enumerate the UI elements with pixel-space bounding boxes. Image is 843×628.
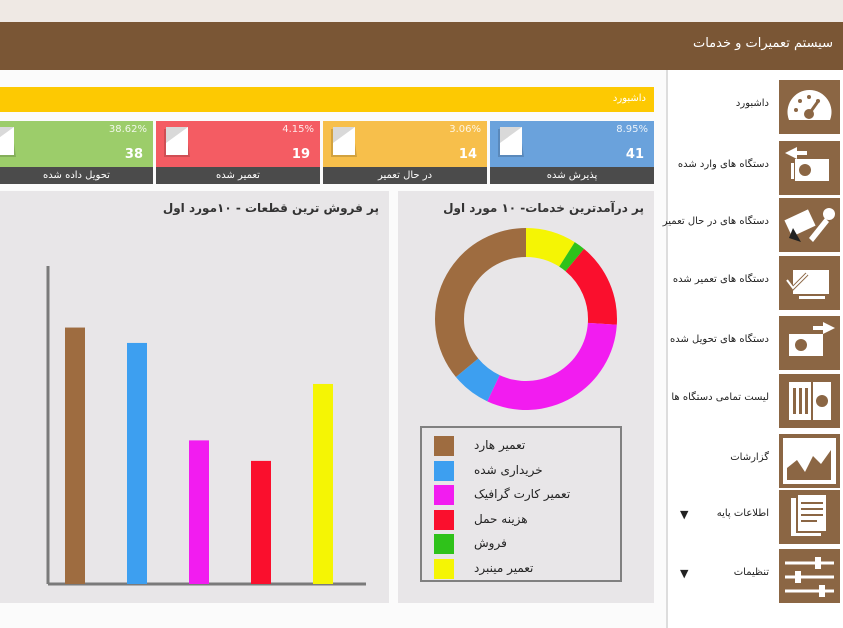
sidebar-item[interactable]: دستگاه های وارد شده <box>668 138 843 196</box>
sidebar-item-label: گزارشات <box>730 452 769 463</box>
document-icon <box>779 490 840 544</box>
sidebar-item[interactable]: لیست تمامی دستگاه ها <box>668 371 843 429</box>
donut-slice[interactable] <box>487 322 617 410</box>
sidebar-item-label: دستگاه های در حال تعمیر <box>662 216 769 227</box>
main-content: داشبورد 8.95% 41 پذیرش شده 3.06% 14 در ح… <box>0 70 666 628</box>
legend-item[interactable]: تعمیر هارد <box>434 436 614 456</box>
legend-swatch <box>434 485 454 505</box>
legend-item[interactable]: تعمیر کارت گرافیک <box>434 485 614 505</box>
dashboard-bar-label: داشبورد <box>612 93 646 104</box>
sidebar-item-label: دستگاه های تحویل شده <box>670 334 769 345</box>
legend-item[interactable]: فروش <box>434 534 614 554</box>
device-out-icon <box>779 316 840 370</box>
donut-slice[interactable] <box>526 228 575 267</box>
stat-label: تعمیر شده <box>156 167 320 184</box>
chevron-down-icon[interactable]: ▼ <box>680 567 689 580</box>
sliders-icon <box>779 549 840 603</box>
stat-label: پذیرش شده <box>490 167 654 184</box>
bar[interactable] <box>65 327 85 584</box>
stat-value: 14 <box>458 147 477 162</box>
sidebar-item-label: لیست تمامی دستگاه ها <box>671 392 769 403</box>
legend-swatch <box>434 460 454 481</box>
bar-chart <box>46 266 366 586</box>
donut-chart <box>435 228 617 410</box>
folder-icon <box>164 127 190 157</box>
stat-label: در حال تعمیر <box>323 167 487 184</box>
bar[interactable] <box>251 460 271 584</box>
donut-slice[interactable] <box>455 358 500 402</box>
folder-icon <box>498 127 524 157</box>
sidebar-item[interactable]: دستگاه های در حال تعمیر <box>663 195 843 253</box>
reports-chart-icon <box>779 434 840 488</box>
stat-card-delivered[interactable]: 38.62% 38 تحویل داده شده <box>0 121 153 184</box>
sidebar-item-label: تنظیمات <box>733 567 769 578</box>
legend-label: تعمیر مینبرد <box>474 560 534 575</box>
donut-slice[interactable] <box>435 228 526 378</box>
stat-card-repairing[interactable]: 3.06% 14 در حال تعمیر <box>323 121 487 184</box>
donut-slice[interactable] <box>565 248 617 325</box>
bar-chart-title: پر فروش ترین قطعات - ۱۰مورد اول <box>162 201 379 215</box>
legend-swatch <box>434 558 454 579</box>
legend-label: تعمیر کارت گرافیک <box>474 487 571 501</box>
bar[interactable] <box>313 383 333 584</box>
bar[interactable] <box>189 440 209 584</box>
sidebar-item-label: دستگاه های وارد شده <box>677 159 769 170</box>
legend-label: تعمیر هارد <box>474 438 526 452</box>
donut-legend: تعمیر هارد خریداری شده تعمیر کارت گرافیک هز… <box>420 426 622 582</box>
stat-label: تحویل داده شده <box>0 167 153 184</box>
sidebar-item[interactable]: اطلاعات پایه ▼ <box>668 487 843 545</box>
folder-icon <box>331 127 357 157</box>
window-top-strip <box>0 0 843 22</box>
sidebar-item[interactable]: دستگاه های تعمیر شده <box>668 253 843 311</box>
stat-value: 38 <box>124 147 143 162</box>
legend-item[interactable]: خریداری شده <box>434 460 614 481</box>
bar[interactable] <box>127 342 147 584</box>
legend-swatch <box>434 534 454 554</box>
donut-chart-panel: پر درآمدترین خدمات- ۱۰ مورد اول تعمیر ها… <box>398 191 654 603</box>
device-list-icon <box>779 374 840 428</box>
legend-label: فروش <box>474 536 507 550</box>
stat-percent: 38.62% <box>108 124 147 135</box>
legend-swatch <box>434 436 454 456</box>
legend-swatch <box>434 509 454 530</box>
stat-value: 41 <box>625 147 644 162</box>
stat-card-repaired[interactable]: 4.15% 19 تعمیر شده <box>156 121 320 184</box>
repair-tools-icon <box>779 198 840 252</box>
sidebar-item-label: داشبورد <box>735 98 769 109</box>
stat-card-received[interactable]: 8.95% 41 پذیرش شده <box>490 121 654 184</box>
chevron-down-icon[interactable]: ▼ <box>680 508 689 521</box>
bar-chart-panel: پر فروش ترین قطعات - ۱۰مورد اول <box>0 191 389 603</box>
app-header: سیستم تعمیرات و خدمات <box>0 22 843 70</box>
legend-label: خریداری شده <box>474 462 543 477</box>
dashboard-bar: داشبورد <box>0 87 654 112</box>
sidebar-item-label: اطلاعات پایه <box>716 508 769 519</box>
folder-icon <box>0 127 16 157</box>
sidebar-item[interactable]: داشبورد <box>668 77 843 135</box>
speedometer-icon <box>779 80 840 134</box>
stat-percent: 8.95% <box>616 124 648 135</box>
legend-item[interactable]: تعمیر مینبرد <box>434 558 614 579</box>
sidebar-item-label: دستگاه های تعمیر شده <box>672 274 769 285</box>
sidebar-nav: داشبورد دستگاه های وارد شده دستگاه های در … <box>663 70 843 628</box>
device-in-icon <box>779 141 840 195</box>
donut-slice[interactable] <box>559 242 585 272</box>
legend-label: هزینه حمل <box>474 511 528 526</box>
legend-item[interactable]: هزینه حمل <box>434 509 614 530</box>
donut-chart-title: پر درآمدترین خدمات- ۱۰ مورد اول <box>443 201 644 215</box>
sidebar-item[interactable]: تنظیمات ▼ <box>668 546 843 604</box>
sidebar-item[interactable]: دستگاه های تحویل شده <box>668 313 843 371</box>
sidebar-item[interactable]: گزارشات <box>668 431 843 489</box>
stat-value: 19 <box>291 147 310 162</box>
stat-percent: 4.15% <box>282 124 314 135</box>
device-checked-icon <box>779 256 840 310</box>
stat-percent: 3.06% <box>449 124 481 135</box>
app-title: سیستم تعمیرات و خدمات <box>692 36 833 51</box>
